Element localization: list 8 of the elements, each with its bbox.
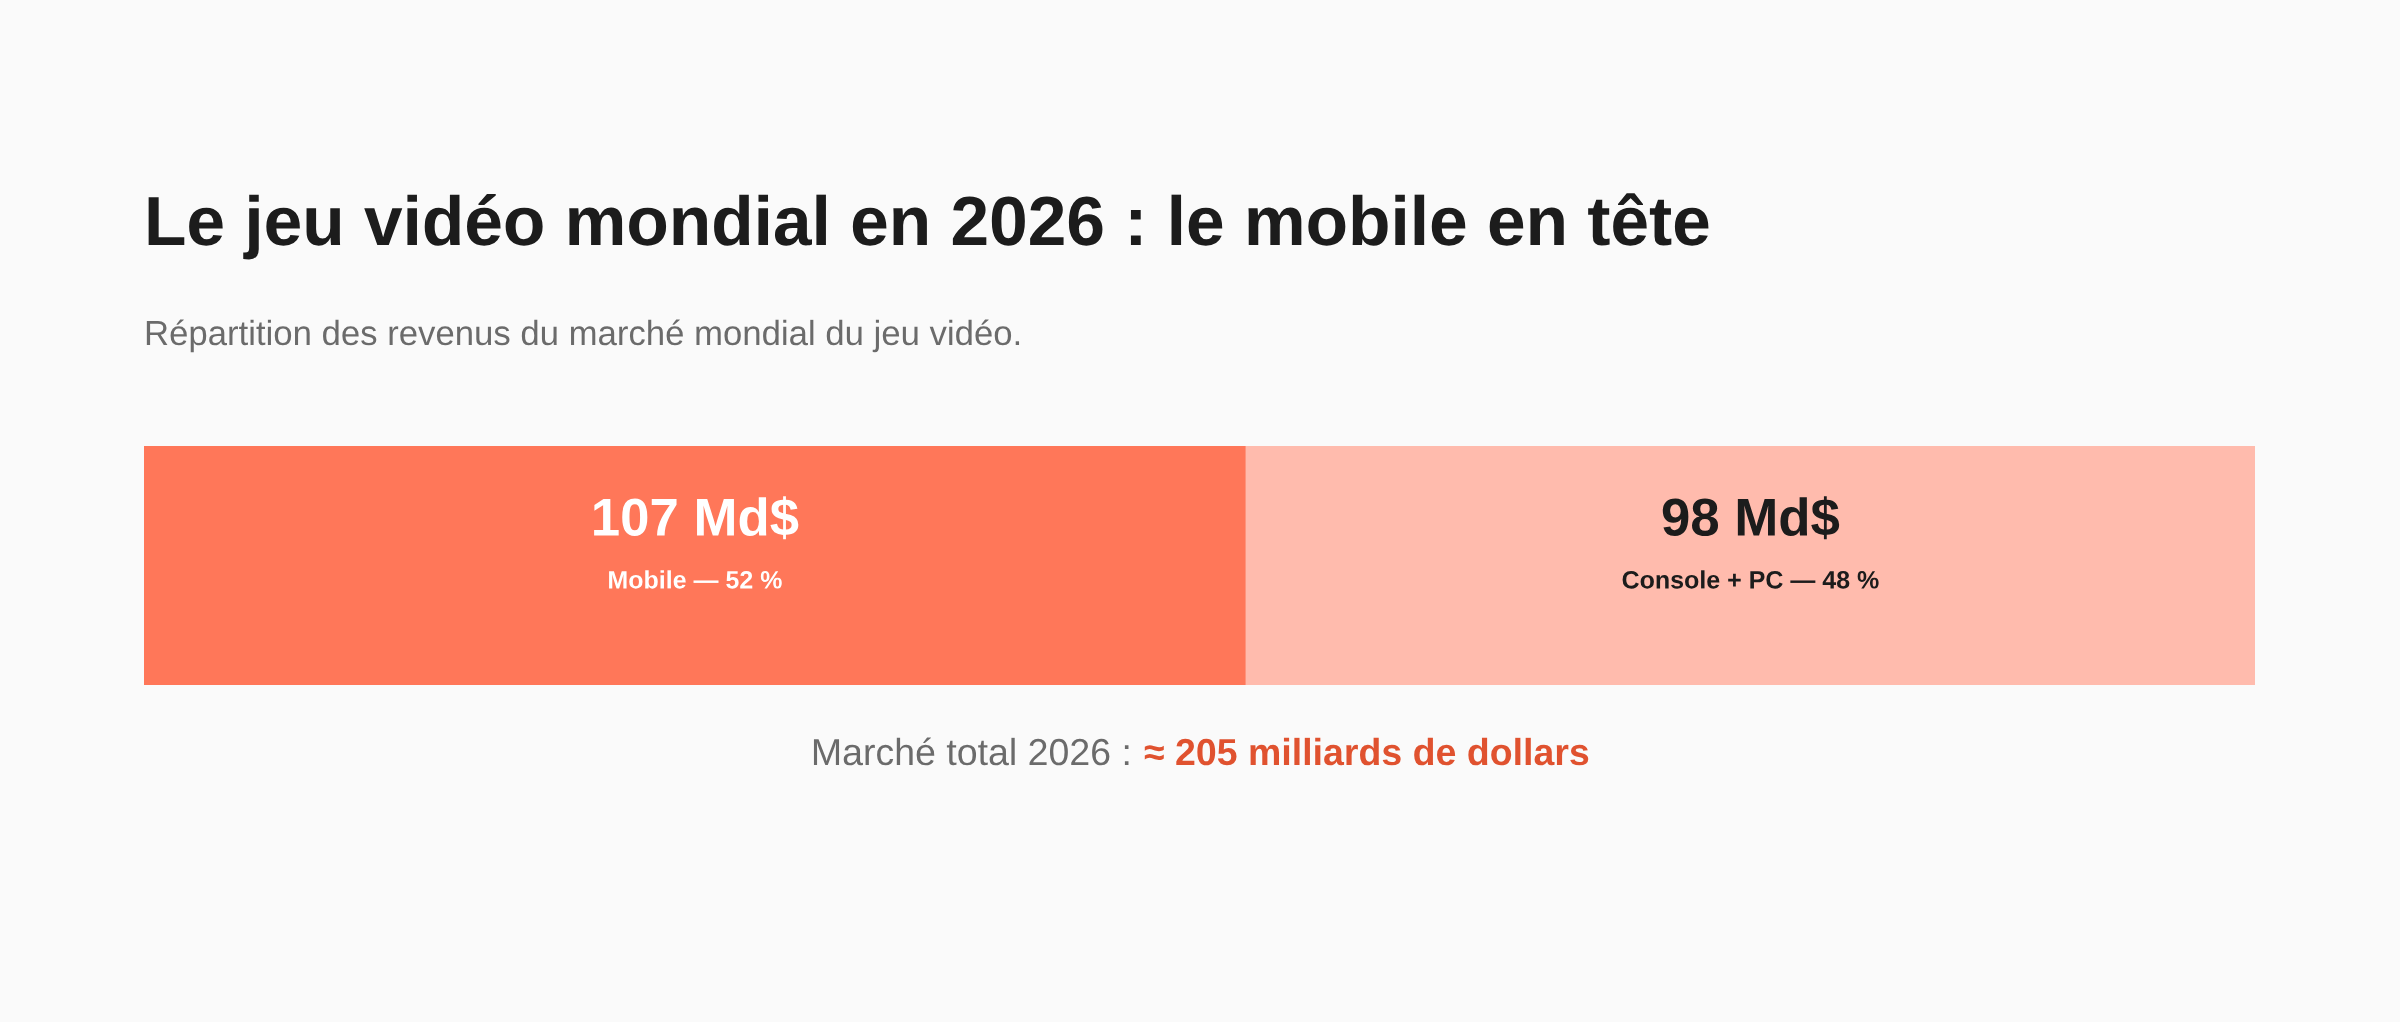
text: ≈ 205 milliards de dollars [1144,737,1589,766]
data-label: 107 Md$ [594,496,799,540]
series-label: Console + PC — 48 % [1622,570,1879,589]
chart-subtitle: Répartition des revenus du marché mondial du jeu vidéo. [146,319,1020,353]
data-label: 98 Md$ [1662,496,1840,540]
text: Marché total 2026 : [813,737,1129,766]
chart-title: Le jeu vidéo mondial en 2026 : le mobile en tête [148,193,1709,260]
series-label: Mobile — 52 % [609,570,782,589]
